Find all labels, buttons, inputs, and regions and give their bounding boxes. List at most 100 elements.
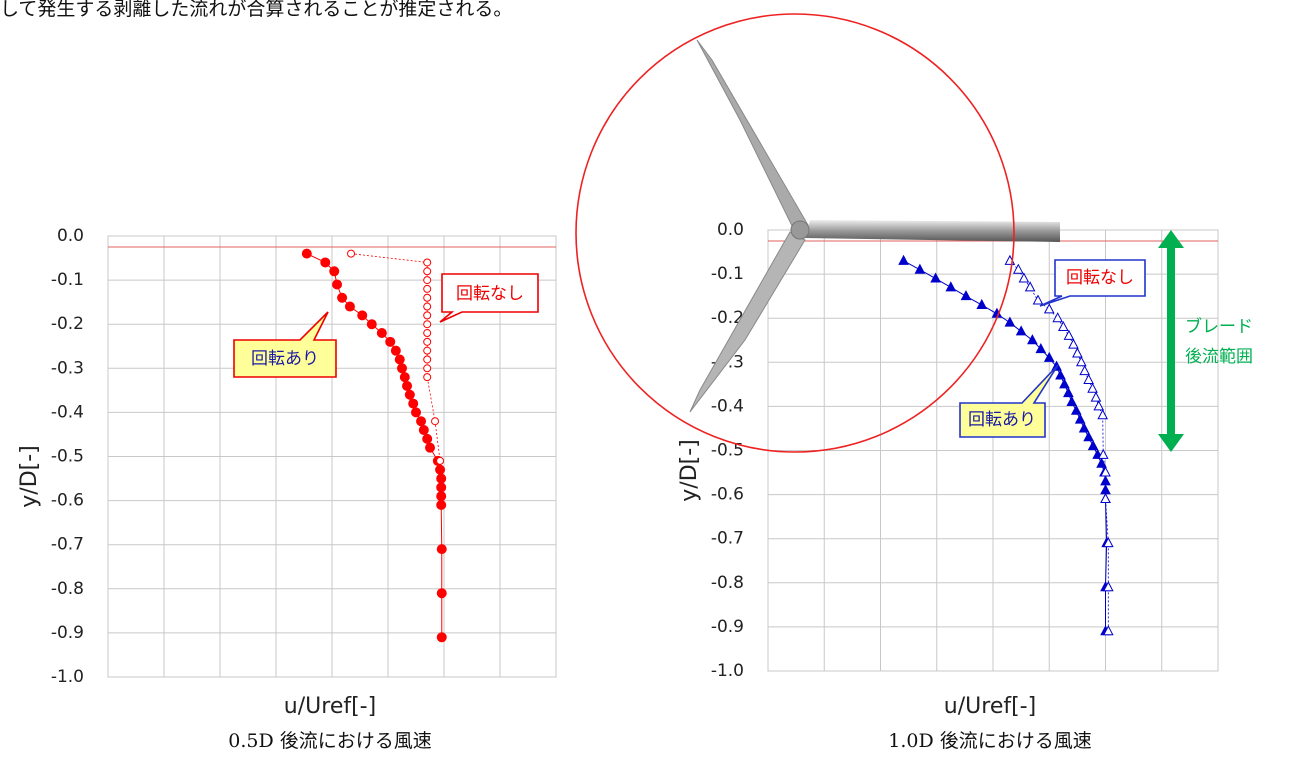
data-point (1087, 440, 1099, 451)
y-tick-label: -0.1 (711, 264, 744, 284)
data-point (423, 364, 432, 373)
data-point (423, 355, 432, 364)
data-point (435, 464, 446, 475)
callout-text: 回転なし (1066, 268, 1134, 288)
data-point (422, 433, 433, 444)
caption: 1.0D 後流における風速 (888, 730, 1092, 752)
y-tick-label: -0.5 (51, 447, 84, 467)
data-point (1096, 457, 1107, 468)
data-point (431, 417, 440, 426)
data-point (1012, 263, 1024, 274)
data-point (1102, 581, 1114, 592)
data-point (945, 281, 957, 292)
x-axis-title: u/Uref[-] (284, 694, 376, 719)
annotation: 後流範囲 (1185, 347, 1253, 367)
y-tick-label: -0.8 (51, 579, 84, 599)
data-point (1068, 338, 1079, 349)
data-point (1032, 294, 1044, 305)
data-point (423, 302, 432, 311)
data-point (1063, 329, 1075, 340)
data-point (337, 292, 348, 303)
data-point (1087, 382, 1098, 393)
data-point (399, 372, 410, 383)
y-axis-title: y/D[-] (677, 439, 702, 501)
data-point (423, 293, 432, 302)
data-point (1043, 351, 1055, 362)
data-point (418, 425, 429, 436)
data-point (394, 354, 405, 365)
data-point (423, 276, 432, 285)
data-point (347, 249, 356, 258)
data-point (1075, 356, 1087, 367)
data-point (423, 311, 432, 320)
x-axis-title: u/Uref[-] (944, 694, 1036, 719)
data-point (436, 632, 447, 643)
data-point (1079, 365, 1091, 376)
callout-text: 回転あり (968, 410, 1036, 430)
data-point (1063, 387, 1074, 398)
y-tick-label: -0.8 (711, 573, 744, 593)
y-tick-label: 0.0 (717, 220, 744, 240)
data-point (1100, 466, 1111, 477)
data-point (1015, 325, 1027, 336)
charts: 0.0 -0.1 -0.2 -0.3 -0.4 -0.5 -0.6 -0.7 -0.8 -0.9 -… (17, 220, 1219, 752)
y-tick-label: -0.4 (51, 402, 84, 422)
callout (233, 311, 337, 378)
arrow-head (1158, 230, 1184, 248)
data-point (1083, 431, 1094, 442)
data-point (320, 257, 331, 268)
data-point (1072, 347, 1083, 358)
data-point (1090, 391, 1102, 402)
data-point (436, 456, 445, 465)
data-point (436, 473, 447, 484)
data-point (1078, 422, 1090, 433)
callout-text: 回転あり (251, 349, 319, 369)
data-point (1043, 303, 1055, 314)
data-point (1083, 373, 1094, 384)
data-point (1102, 625, 1114, 636)
data-point (423, 258, 432, 267)
data-point (436, 500, 447, 511)
data-point (1100, 492, 1111, 504)
data-point (423, 373, 432, 382)
data-point (1035, 343, 1047, 354)
y-tick-label: -0.1 (51, 270, 84, 290)
data-point (423, 337, 432, 346)
data-point (1057, 320, 1069, 332)
y-tick-label: -1.0 (51, 667, 84, 687)
turbine-image (575, 13, 1060, 453)
y-tick-label: -0.7 (51, 535, 84, 555)
data-point (436, 544, 447, 555)
data-point (385, 336, 396, 347)
annotation: ブレード (1185, 316, 1253, 337)
arrow-head (1158, 434, 1184, 452)
data-point (436, 491, 447, 502)
hub (790, 220, 810, 240)
data-point (366, 319, 377, 330)
y-tick-label: -0.6 (51, 491, 84, 511)
data-point (344, 301, 355, 312)
y-tick-label: -0.3 (51, 358, 84, 378)
data-point (416, 416, 427, 427)
callout-text: 回転なし (456, 284, 524, 304)
data-point (1097, 409, 1109, 420)
y-tick-label: 0.0 (57, 226, 84, 246)
data-point (332, 279, 343, 290)
y-axis-title: y/D[-] (17, 445, 42, 507)
data-point (402, 380, 413, 391)
callout (439, 273, 539, 323)
arrow-shaft (1167, 246, 1175, 436)
data-point (976, 298, 988, 309)
range-arrow (1158, 230, 1184, 452)
data-point (1074, 413, 1086, 424)
y-tick-label: -1.0 (711, 661, 744, 681)
data-point (1018, 272, 1030, 283)
data-point (436, 588, 447, 599)
blade (805, 220, 1060, 242)
data-point (1027, 334, 1038, 345)
data-point (914, 263, 926, 274)
y-tick-label: -0.6 (711, 485, 744, 505)
data-point (390, 345, 401, 356)
data-point (1024, 281, 1036, 292)
y-tick-label: -0.5 (711, 441, 744, 461)
